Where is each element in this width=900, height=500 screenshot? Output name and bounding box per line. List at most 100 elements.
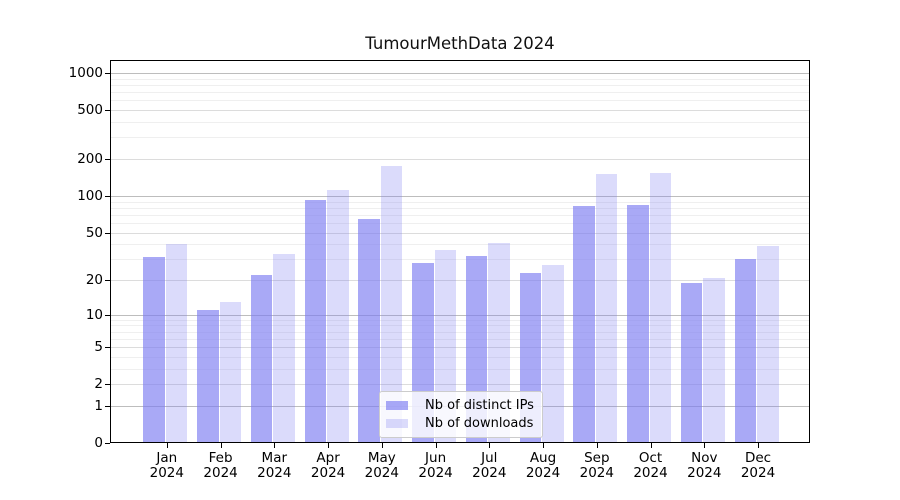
x-tick-mark [543,443,544,448]
gridline [111,85,809,86]
legend-item-distinct-ips: Nb of distinct IPs [386,397,534,414]
gridline [111,347,809,349]
x-tick-mark [704,443,706,448]
bar-downloads-apr [327,189,349,442]
bar-downloads-dec [757,245,779,442]
x-tick-mark [758,443,759,448]
bar-distinct-ips-feb [197,309,219,442]
x-tick-label-jan: Jan 2024 [149,450,184,481]
y-tick-label: 100 [77,187,103,204]
y-tick-mark [105,232,110,234]
x-tick-label-jun: Jun 2024 [418,450,453,481]
y-tick-label: 1 [94,397,103,414]
gridline [111,232,809,234]
chart-title: TumourMethData 2024 [365,34,555,53]
legend-label-distinct-ips: Nb of distinct IPs [425,398,534,414]
y-tick-mark [105,195,110,197]
x-tick-label-apr: Apr 2024 [310,450,346,481]
bar-downloads-aug [542,264,564,442]
gridline [111,110,809,112]
x-tick-mark [328,443,330,448]
gridline [111,368,809,370]
y-tick-label: 1000 [68,65,103,81]
bar-distinct-ips-may [358,218,380,442]
bar-downloads-mar [273,254,295,442]
gridline [111,207,809,209]
x-tick-mark [596,443,598,448]
y-tick-mark [105,73,110,74]
gridline [111,73,809,74]
y-tick-label: 20 [85,272,103,288]
x-tick-mark [489,443,491,448]
y-tick-label: 200 [77,151,103,167]
x-tick-mark [166,443,168,448]
bar-downloads-may [380,166,403,442]
gridline [111,195,809,197]
x-tick-mark [381,443,383,448]
gridline [111,259,809,261]
plot-area: Nb of distinct IPs Nb of downloads [110,60,810,443]
gridline [111,280,809,281]
legend-swatch-distinct-ips [386,401,408,411]
gridline [111,122,809,123]
x-tick-label-dec: Dec 2024 [740,450,776,481]
gridline [111,100,809,102]
bar-distinct-ips-mar [250,275,273,442]
y-tick-label: 500 [77,102,103,119]
bar-distinct-ips-nov [680,282,703,442]
gridline [111,244,809,246]
x-tick-label-may: May 2024 [364,450,399,481]
gridline [111,314,809,316]
gridline [111,92,809,94]
x-tick-label-sep: Sep 2024 [579,450,614,481]
x-tick-mark [650,443,652,448]
x-tick-mark [274,443,276,448]
bar-distinct-ips-apr [304,199,327,442]
gridline [111,137,809,139]
y-tick-label: 5 [94,339,103,356]
y-tick-mark [105,110,110,112]
bar-downloads-nov [703,277,725,442]
y-tick-mark [105,314,110,316]
y-tick-label: 2 [94,376,103,393]
y-tick-mark [105,443,110,444]
y-tick-mark [105,405,110,407]
x-tick-label-oct: Oct 2024 [633,450,668,481]
gridline [111,159,809,160]
gridline [111,78,809,80]
legend-item-downloads: Nb of downloads [386,415,534,432]
legend-label-downloads: Nb of downloads [425,415,534,431]
x-tick-label-nov: Nov 2024 [687,450,722,481]
x-tick-mark [435,443,437,448]
legend: Nb of distinct IPs Nb of downloads [379,391,543,438]
x-tick-label-feb: Feb 2024 [203,450,238,481]
x-tick-label-mar: Mar 2024 [257,450,292,481]
gridline [111,356,809,358]
bar-distinct-ips-dec [734,259,756,442]
bar-distinct-ips-oct [627,205,649,442]
gridline [111,331,809,333]
gridline [111,201,809,203]
y-tick-mark [105,384,110,386]
gridline [111,325,809,327]
gridline [111,214,809,216]
bar-downloads-jan [165,244,188,442]
x-tick-label-aug: Aug 2024 [525,450,561,481]
gridline [111,222,809,224]
y-tick-label: 50 [85,224,103,241]
bar-distinct-ips-jan [143,257,165,442]
bar-downloads-sep [595,174,618,442]
bar-downloads-feb [219,301,242,442]
y-tick-label: 10 [85,306,103,323]
y-tick-mark [105,280,110,281]
x-tick-label-jul: Jul 2024 [472,450,507,481]
x-tick-mark [220,443,222,448]
gridline [111,338,809,340]
y-tick-mark [105,347,110,349]
legend-swatch-downloads [386,418,408,428]
gridline [111,384,809,386]
bar-downloads-oct [649,172,671,442]
y-tick-mark [105,159,110,160]
gridline [111,319,809,321]
